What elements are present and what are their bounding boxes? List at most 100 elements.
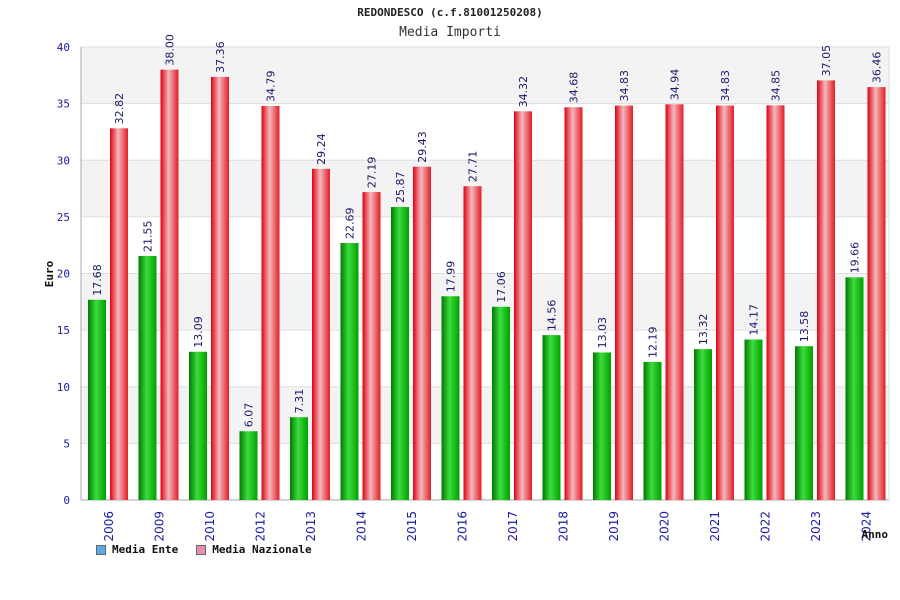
x-tick-label: 2019 — [607, 511, 621, 542]
bar-media-ente — [795, 346, 813, 500]
data-label: 34.94 — [669, 69, 682, 101]
data-label: 25.87 — [394, 172, 407, 204]
data-label: 34.83 — [618, 70, 631, 102]
bar-media-nazionale — [564, 107, 583, 501]
data-label: 21.55 — [142, 220, 155, 252]
y-tick-label: 20 — [57, 268, 70, 281]
bar-media-ente — [290, 417, 308, 500]
data-label: 34.83 — [719, 70, 732, 102]
data-label: 22.69 — [344, 208, 357, 240]
data-label: 27.71 — [467, 151, 480, 183]
bar-media-ente — [340, 243, 359, 500]
bar-media-nazionale — [413, 166, 431, 500]
x-tick-label: 2024 — [860, 511, 874, 542]
x-tick-label: 2006 — [102, 511, 116, 542]
data-label: 6.07 — [243, 403, 256, 428]
x-tick-label: 2016 — [456, 511, 470, 542]
bar-media-nazionale — [716, 105, 734, 501]
bar-media-ente — [391, 207, 409, 500]
x-tick-label: 2021 — [708, 511, 722, 542]
legend-swatch-media-ente — [96, 544, 106, 555]
bar-media-nazionale — [867, 87, 886, 500]
data-label: 32.82 — [113, 93, 126, 125]
plot-band — [81, 47, 889, 104]
legend-item-media-nazionale: Media Nazionale — [196, 543, 312, 556]
data-label: 17.68 — [91, 264, 104, 296]
data-label: 13.03 — [596, 317, 609, 349]
bar-media-ente — [694, 349, 712, 500]
chart-subtitle: Media Importi — [399, 25, 501, 40]
data-label: 7.31 — [293, 389, 306, 414]
data-label: 37.05 — [820, 45, 833, 77]
bar-media-ente — [138, 255, 157, 500]
bar-media-nazionale — [665, 104, 684, 500]
y-tick-label: 15 — [57, 324, 70, 337]
bar-media-nazionale — [261, 106, 280, 501]
data-label: 12.19 — [647, 326, 660, 358]
bar-media-nazionale — [362, 192, 381, 501]
data-label: 38.00 — [164, 34, 177, 66]
data-label: 34.32 — [517, 76, 530, 108]
bar-media-ente — [189, 351, 207, 500]
bar-media-nazionale — [463, 186, 482, 500]
data-labels: 17.68 32.82 21.55 38.00 13.09 37.36 6.07 34.79 7… — [91, 34, 884, 427]
data-label: 13.32 — [697, 314, 710, 346]
x-tick-label: 2010 — [203, 511, 217, 542]
x-axis-label: Anno — [862, 528, 889, 541]
bar-media-nazionale — [615, 105, 633, 501]
y-tick-label: 30 — [57, 154, 70, 167]
y-axis-label: Euro — [43, 260, 56, 287]
data-label: 36.46 — [871, 52, 884, 84]
y-tick-labels: 0 5 10 15 20 25 30 35 40 — [57, 41, 70, 507]
x-tick-label: 2018 — [557, 511, 571, 542]
x-tick-label: 2009 — [153, 511, 167, 542]
y-tick-label: 35 — [57, 98, 70, 111]
x-tick-label: 2023 — [809, 511, 823, 542]
legend-swatch-media-nazionale — [196, 544, 207, 555]
data-label: 13.58 — [798, 311, 811, 343]
bar-media-ente — [542, 335, 561, 500]
legend: Media Ente Media Nazionale — [96, 543, 312, 556]
data-label: 17.06 — [495, 271, 508, 303]
data-label: 27.19 — [366, 157, 379, 189]
bar-media-ente — [845, 277, 864, 500]
bar-media-ente — [441, 296, 460, 500]
x-tick-labels: 2006 2009 2010 2012 2013 2014 2015 2016 2017 2018… — [102, 511, 874, 542]
legend-item-media-ente: Media Ente — [96, 543, 178, 556]
x-tick-label: 2014 — [355, 511, 369, 542]
bar-media-nazionale — [160, 69, 179, 501]
bar-media-ente — [744, 339, 763, 500]
bar-media-nazionale — [312, 168, 330, 500]
x-tick-label: 2013 — [304, 511, 318, 542]
bar-media-ente — [239, 431, 258, 500]
legend-label-media-nazionale: Media Nazionale — [212, 543, 312, 556]
x-tick-label: 2022 — [759, 511, 773, 542]
y-tick-label: 25 — [57, 211, 70, 224]
bar-media-ente — [643, 361, 662, 500]
data-label: 14.17 — [748, 304, 761, 336]
y-tick-label: 40 — [57, 41, 70, 54]
data-label: 19.66 — [849, 242, 862, 274]
x-tick-label: 2012 — [254, 511, 268, 542]
data-label: 17.99 — [445, 261, 458, 293]
bar-media-nazionale — [110, 128, 128, 500]
bar-media-ente — [492, 306, 510, 500]
y-tick-label: 0 — [63, 494, 70, 507]
data-label: 13.09 — [192, 316, 205, 348]
y-tick-label: 10 — [57, 381, 70, 394]
x-tick-label: 2020 — [658, 511, 672, 542]
bar-media-nazionale — [514, 111, 532, 501]
chart-title: REDONDESCO (c.f.81001250208) — [357, 6, 543, 19]
x-tick-label: 2017 — [506, 511, 520, 542]
bar-media-ente — [593, 352, 611, 500]
data-label: 14.56 — [546, 300, 559, 332]
bar-media-nazionale — [211, 76, 229, 500]
data-label: 29.24 — [315, 133, 328, 165]
data-label: 37.36 — [214, 41, 227, 73]
bar-media-nazionale — [817, 80, 835, 500]
y-tick-label: 5 — [63, 437, 70, 450]
bar-media-nazionale — [766, 105, 785, 500]
bars — [88, 69, 886, 501]
data-label: 29.43 — [416, 131, 429, 163]
